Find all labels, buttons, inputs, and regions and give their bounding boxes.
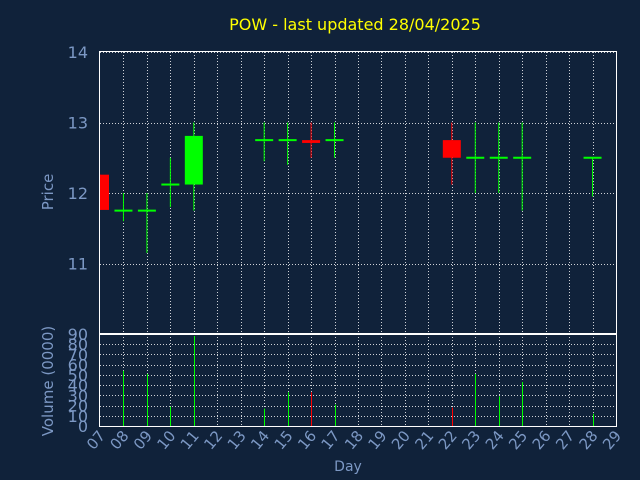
volume-tick-label: 50	[68, 366, 88, 385]
candle-body	[513, 156, 532, 159]
candle-body	[114, 209, 133, 212]
volume-tick-label: 40	[68, 376, 88, 395]
price-plot-frame	[99, 51, 617, 334]
candle-body	[466, 156, 485, 159]
volume-tick-label: 90	[68, 325, 88, 344]
volume-tick-label: 80	[68, 335, 88, 354]
day-axis-label: Day	[334, 459, 362, 475]
chart-title: POW - last updated 28/04/2025	[229, 15, 481, 34]
volume-tick-label: 30	[68, 386, 88, 405]
volume-plot-frame	[99, 334, 617, 427]
volume-grid	[100, 334, 616, 427]
candle-body	[325, 139, 344, 142]
candle-body	[255, 139, 274, 142]
candle-body	[161, 183, 180, 186]
price-tick-label: 12	[68, 184, 88, 203]
price-axis-label: Price	[39, 174, 57, 211]
day-tick-labels: 0708091011121314151617181920212223242526…	[83, 427, 625, 453]
candle-body	[137, 209, 156, 212]
volume-series	[123, 336, 594, 426]
candle-body	[278, 139, 297, 142]
candle-body	[100, 174, 109, 210]
volume-tick-label: 70	[68, 345, 88, 364]
volume-tick-label: 10	[68, 407, 88, 426]
candle-body	[489, 156, 508, 159]
volume-tick-label: 0	[78, 417, 88, 436]
candle-body	[583, 156, 602, 159]
volume-axis-label: Volume (0000)	[39, 326, 57, 436]
price-tick-label: 14	[68, 43, 88, 62]
candle-body	[184, 135, 203, 185]
price-tick-label: 13	[68, 114, 88, 133]
price-tick-label: 11	[68, 255, 88, 274]
volume-tick-label: 20	[68, 397, 88, 416]
candle-body	[442, 140, 461, 158]
candle-body	[302, 140, 321, 143]
price-tick-labels: 11 12 13 14	[68, 43, 88, 274]
volume-tick-label: 60	[68, 356, 88, 375]
